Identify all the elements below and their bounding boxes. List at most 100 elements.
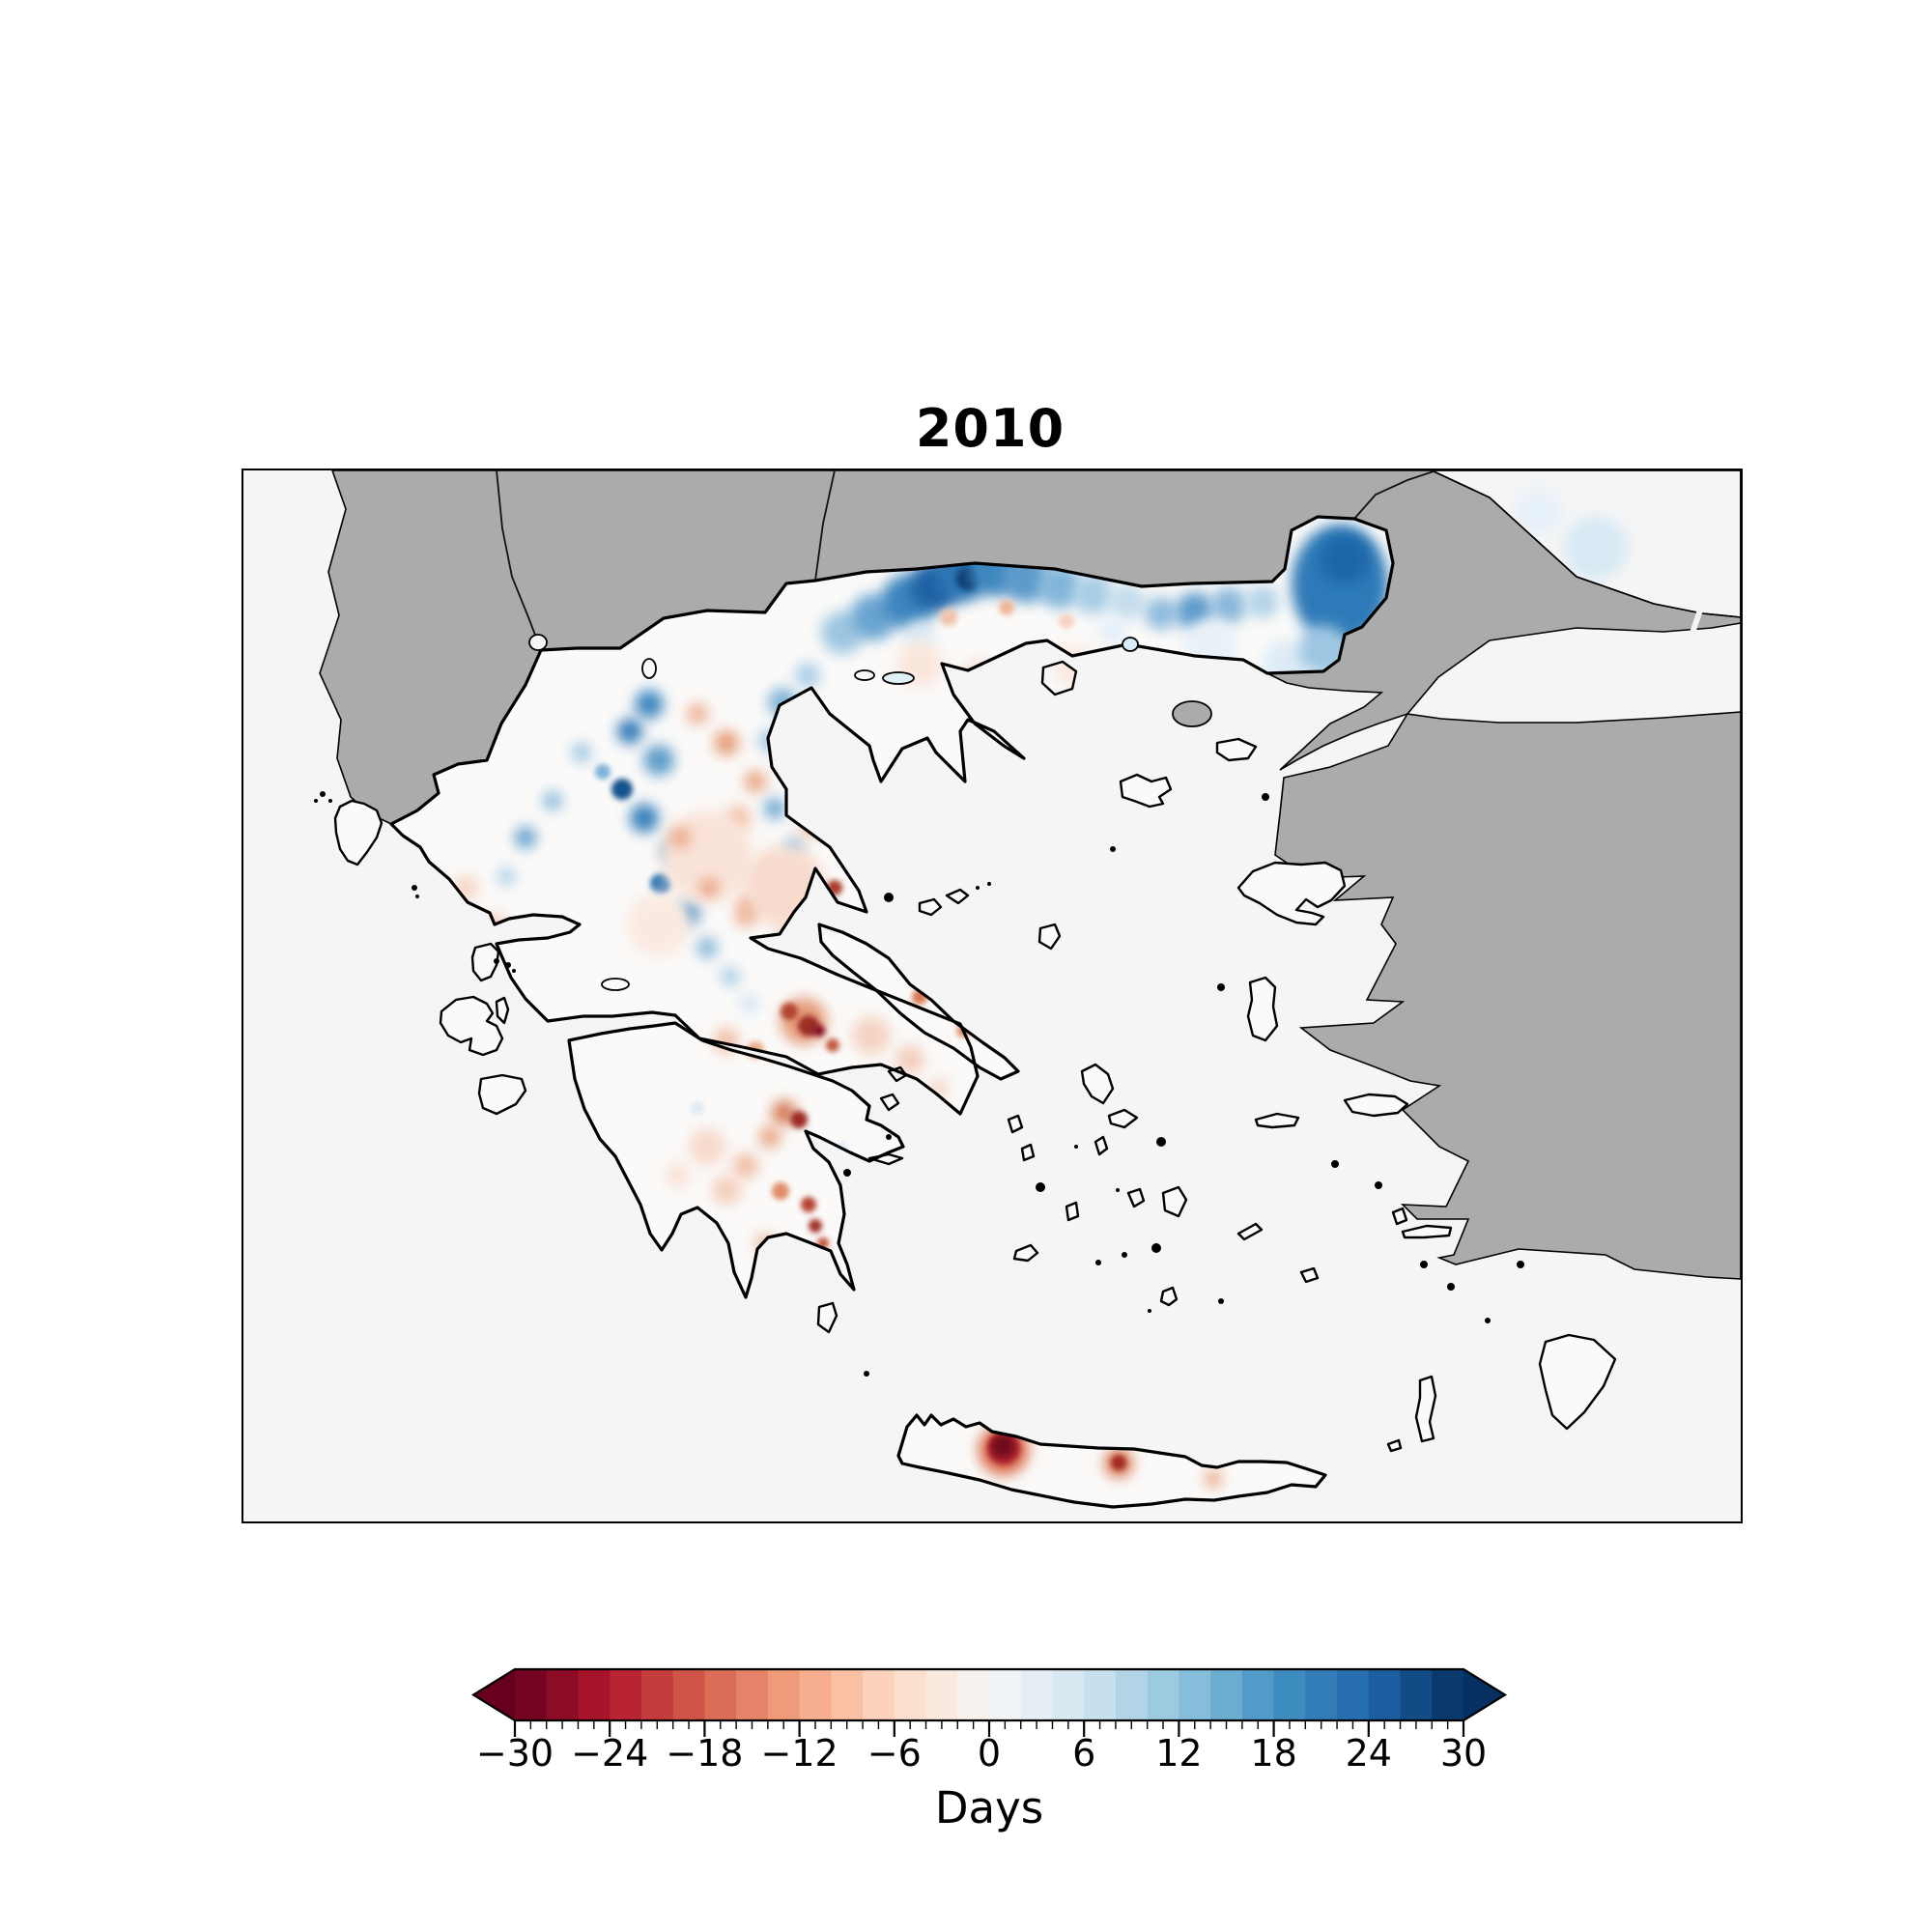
colorbar-tick-label: −6 [867,1732,922,1775]
anomaly-blob [940,609,957,626]
colorbar-segment [1305,1669,1338,1720]
anomaly-blob [992,1435,1013,1457]
anomaly-blob [691,1101,704,1115]
anomaly-blob [515,827,536,848]
lake [1122,637,1139,652]
anomaly-blob [700,879,718,896]
colorbar-segment [1337,1669,1370,1720]
colorbar-segment [1020,1669,1054,1720]
anomaly-blob [669,827,691,848]
anomaly-blob [687,703,708,724]
colorbar-tick-labels: −30 −24 −18 −12 −6 0 6 12 18 24 30 [0,1732,1932,1780]
colorbar-segment [863,1669,895,1720]
anatolia-landmass [1274,711,1741,1280]
anomaly-blob [895,1045,924,1074]
colorbar-segment [1432,1669,1464,1720]
colorbar-tick-label: −18 [666,1732,744,1775]
colorbar-segment [672,1669,706,1720]
anomaly-blob [543,791,562,810]
colorbar-segment [767,1669,801,1720]
anomaly-blob [745,771,766,792]
anomaly-blob [788,760,808,780]
colorbar-tick-label: 30 [1439,1732,1488,1775]
anomaly-blob [781,1003,798,1020]
colorbar-axis-label: Days [934,1782,1044,1833]
colorbar-gradient [515,1669,1464,1720]
colorbar-segment [704,1669,737,1720]
colorbar-segment [894,1669,927,1720]
anomaly-blob [714,730,739,755]
colorbar-tick-label: 18 [1250,1732,1297,1775]
anomaly-blob [630,804,659,833]
anomaly-blob [795,663,820,688]
map-frame [242,469,1743,1523]
colorbar-tick-label: −12 [760,1732,838,1775]
anomaly-blob [826,1038,839,1052]
anomaly-blob [1182,619,1236,673]
colorbar-segment [1147,1669,1180,1720]
colorbar-ticks [513,1720,1465,1737]
colorbar-segment [640,1669,674,1720]
anomaly-blob [1111,1455,1126,1470]
colorbar-segment [610,1669,642,1720]
anomaly-blob [1246,585,1279,618]
lake [528,634,548,651]
anomaly-blob [741,995,758,1012]
colorbar-tick-label: 0 [977,1732,1002,1775]
anomaly-blob [999,600,1014,615]
anomaly-blob [1073,574,1114,614]
colorbar-segment [989,1669,1022,1720]
lake [882,671,915,685]
colorbar [470,1663,1524,1747]
colorbar-segment [1115,1669,1149,1720]
colorbar-tick-label: 12 [1155,1732,1203,1775]
anomaly-blob [666,1163,691,1188]
colorbar-canvas [470,1667,1508,1737]
sea-of-marmara [1406,622,1741,724]
anomaly-blob [1320,534,1370,584]
colorbar-arrow-min [473,1669,515,1720]
colorbar-segment [1400,1669,1433,1720]
colorbar-segment [1368,1669,1402,1720]
colorbar-tick-label: −30 [475,1732,554,1775]
anomaly-blob [696,937,718,958]
anomaly-blob [1037,564,1082,609]
anomaly-blob [627,893,691,956]
colorbar-tick-label: 6 [1072,1732,1096,1775]
colorbar-segment [957,1669,990,1720]
nodata-island [1172,700,1212,727]
anomaly-blob [852,1016,891,1055]
colorbar-segment [1052,1669,1085,1720]
colorbar-segment [578,1669,611,1720]
greece-coastline [333,515,1617,1509]
anomaly-blob [611,779,633,800]
sea-overlays [1406,470,1741,724]
colorbar-segment [831,1669,864,1720]
anomaly-blob [772,1182,789,1200]
bosphorus-strait [1690,595,1708,634]
colorbar-segment [1241,1669,1275,1720]
anomaly-blob [635,690,664,719]
lake [854,669,875,681]
anomaly-blob [1210,587,1247,624]
anomaly-blob [1099,617,1126,644]
anomaly-blob [595,764,611,780]
anomaly-blob [801,1197,816,1212]
black-sea-tint [1515,488,1628,580]
colorbar-segment [1273,1669,1307,1720]
anomaly-blob [1109,583,1146,620]
colorbar-segment [799,1669,833,1720]
colorbar-segment [546,1669,580,1720]
anomaly-blob [733,1153,758,1179]
anomaly-blob [809,1219,822,1233]
country-borders [496,470,1437,651]
anomaly-blob [650,873,671,895]
map-canvas [314,470,1741,1509]
anomaly-blob [689,1128,725,1165]
anomaly-blob [1205,1470,1222,1488]
anomaly-blob [790,1111,808,1128]
colorbar-segment [1084,1669,1117,1720]
figure-title: 2010 [915,398,1065,459]
anomaly-blob [617,719,642,744]
